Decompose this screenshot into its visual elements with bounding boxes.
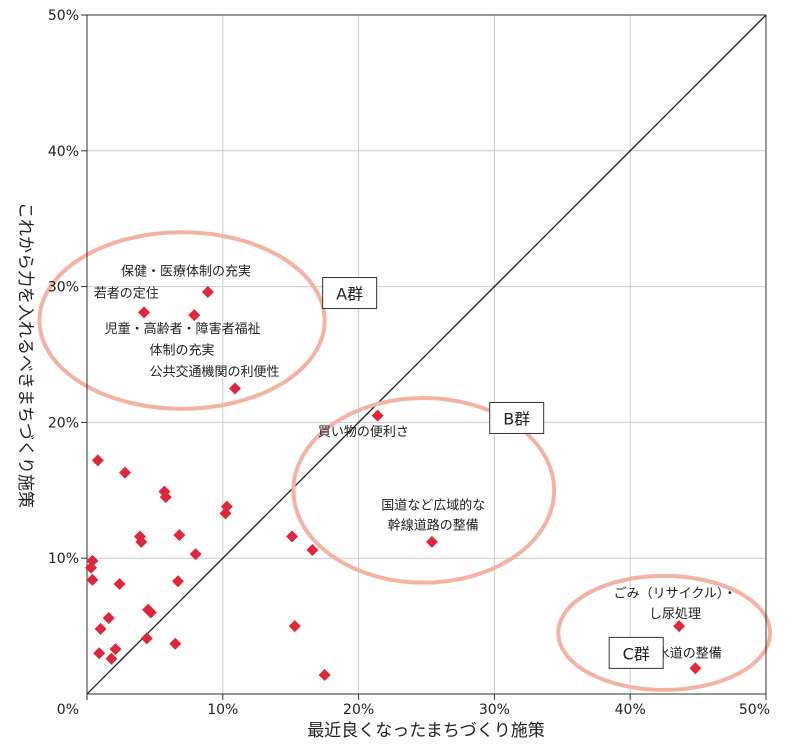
- data-point: [318, 668, 331, 681]
- group-label: C群: [623, 644, 650, 663]
- point-annotation: し尿処理: [649, 607, 701, 622]
- point-annotation: ごみ（リサイクル）・: [614, 586, 737, 602]
- data-point: [119, 466, 132, 479]
- group-label-box: [322, 277, 378, 310]
- data-point: [113, 578, 126, 591]
- data-point: [86, 573, 99, 586]
- point-annotation: 保健・医療体制の充実: [121, 264, 251, 280]
- data-point: [94, 622, 107, 635]
- plot-border: [86, 14, 767, 695]
- data-point: [286, 530, 299, 543]
- data-point: [188, 309, 201, 322]
- data-point: [673, 620, 686, 633]
- x-tick-label: 0%: [57, 702, 79, 718]
- data-point: [159, 491, 172, 504]
- group-label: B群: [503, 409, 530, 428]
- diagonal-line: [86, 14, 767, 695]
- plot-frame: [81, 14, 767, 700]
- data-point: [85, 561, 98, 574]
- x-tick-label: 40%: [615, 702, 646, 718]
- data-point: [189, 548, 202, 561]
- data-point: [135, 535, 148, 548]
- y-tick-label: 30%: [48, 280, 79, 296]
- data-point: [306, 544, 319, 557]
- group-label: A群: [336, 285, 363, 304]
- data-point: [219, 507, 232, 520]
- data-point: [288, 620, 301, 633]
- point-annotation: 国道など広域的な: [381, 497, 485, 513]
- point-annotation: 若者の定住: [94, 285, 159, 301]
- group-label-box: [608, 636, 664, 669]
- y-axis-title: これから力を入れるべきまちづくり施策: [15, 202, 35, 508]
- group-label-box: [489, 401, 545, 434]
- point-annotation: 体制の充実: [149, 343, 214, 359]
- reference-diagonal: [86, 14, 767, 695]
- y-tick-label: 40%: [48, 144, 79, 160]
- x-tick-label: 10%: [207, 702, 238, 718]
- group-ellipse: [37, 230, 327, 411]
- grid-lines: [87, 15, 766, 694]
- point-annotation: 買い物の便利さ: [318, 425, 409, 440]
- data-point: [689, 662, 702, 675]
- point-annotation: 公共交通機関の利便性: [149, 364, 279, 380]
- x-axis-title: 最近良くなったまちづくり施策: [307, 721, 545, 741]
- x-tick-labels: 0% 10% 20% 30% 40% 50%: [57, 702, 770, 718]
- y-tick-label: 10%: [48, 551, 79, 567]
- data-point: [169, 637, 182, 650]
- data-point: [140, 632, 153, 645]
- group-ellipse: [556, 573, 773, 692]
- data-point: [201, 286, 214, 299]
- y-tick-label: 50%: [48, 8, 79, 24]
- data-point: [173, 529, 186, 542]
- point-annotation: 児童・高齢者・障害者福祉: [105, 321, 261, 337]
- group-ellipse: [291, 395, 557, 585]
- data-point: [144, 606, 157, 619]
- point-annotation: 幹線道路の整備: [388, 518, 479, 534]
- y-tick-labels: 10% 20% 30% 40% 50%: [48, 8, 79, 567]
- data-point: [109, 643, 122, 656]
- group-ellipses: [37, 230, 773, 692]
- data-point: [93, 647, 106, 660]
- x-tick-label: 50%: [739, 702, 770, 718]
- x-tick-label: 30%: [479, 702, 510, 718]
- data-point: [102, 611, 115, 624]
- data-point: [171, 575, 184, 588]
- data-point: [105, 652, 118, 665]
- data-point: [229, 382, 242, 395]
- group-labels: A群 B群 C群: [322, 277, 664, 669]
- data-point: [138, 306, 151, 319]
- point-annotations: 保健・医療体制の充実若者の定住児童・高齢者・障害者福祉体制の充実公共交通機関の利…: [94, 264, 737, 662]
- data-point: [371, 409, 384, 422]
- data-points: [85, 286, 702, 681]
- data-point: [91, 454, 104, 467]
- data-point: [425, 535, 438, 548]
- x-tick-label: 20%: [343, 702, 374, 718]
- y-tick-label: 20%: [48, 415, 79, 431]
